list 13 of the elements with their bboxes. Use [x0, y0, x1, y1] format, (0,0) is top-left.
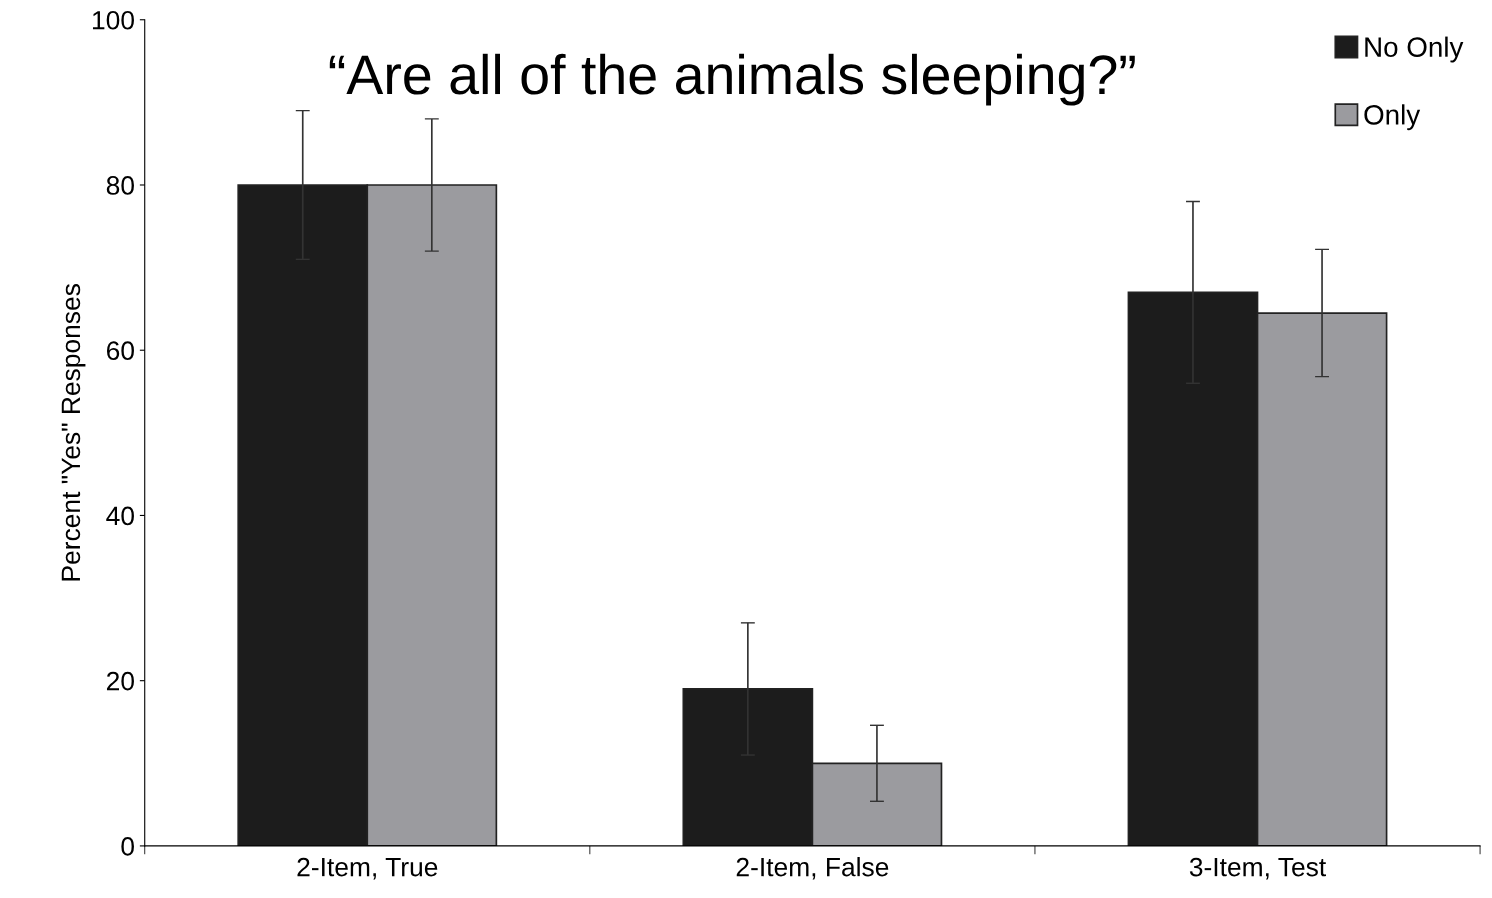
legend-label: Only: [1364, 104, 1421, 131]
y-tick-label: 80: [106, 176, 134, 195]
y-tick-label: 20: [106, 671, 134, 691]
y-tick-label: 40: [106, 506, 134, 526]
y-tick-label: 60: [106, 341, 134, 361]
x-tick-label: 2-Item, True: [297, 857, 438, 880]
y-tick-label: 0: [121, 837, 134, 856]
x-tick-label: 3-Item, Test: [1189, 857, 1327, 880]
y-tick-label: 100: [92, 10, 134, 30]
text: “Are all of the animals sleeping?”: [329, 53, 1135, 106]
x-tick-label: 2-Item, False: [736, 857, 889, 880]
legend-label: No Only: [1365, 36, 1464, 63]
y-axis-title: Percent "Yes" Responses: [61, 284, 86, 581]
